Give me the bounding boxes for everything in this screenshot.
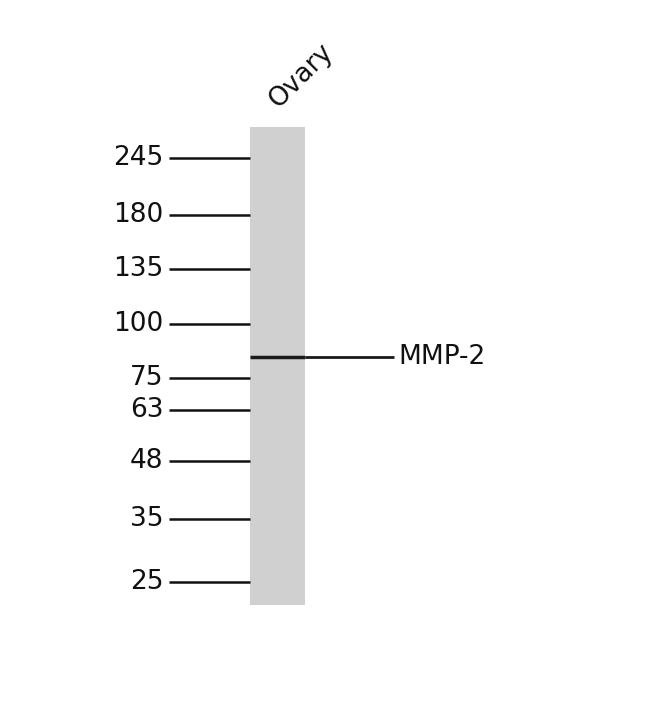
Text: 48: 48 <box>130 448 163 473</box>
Text: 100: 100 <box>113 311 163 338</box>
Text: 25: 25 <box>130 568 163 595</box>
Text: 35: 35 <box>130 506 163 532</box>
Bar <box>250 127 306 605</box>
Text: MMP-2: MMP-2 <box>398 343 486 370</box>
Text: Ovary: Ovary <box>265 39 339 113</box>
Text: 135: 135 <box>113 256 163 282</box>
Text: 180: 180 <box>113 202 163 228</box>
Text: 75: 75 <box>130 365 163 391</box>
Text: 245: 245 <box>113 145 163 171</box>
Text: 63: 63 <box>130 397 163 423</box>
